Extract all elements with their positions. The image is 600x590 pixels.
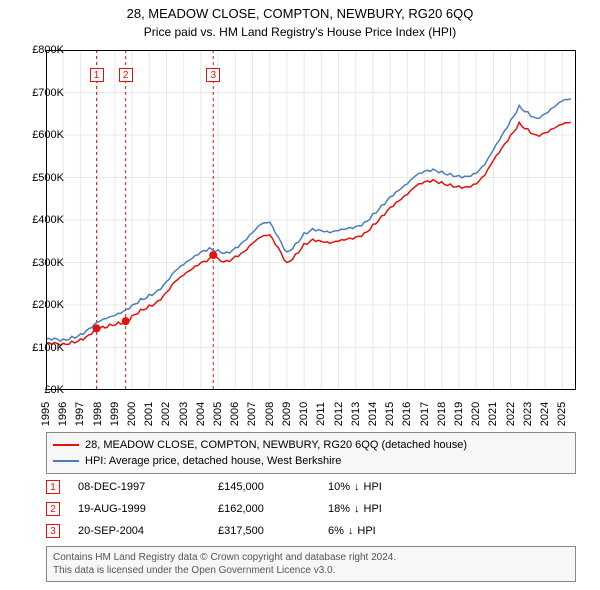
sale-diff-hpi-label: HPI <box>357 525 375 537</box>
sale-row: 1 08-DEC-1997£145,00010% ↓ HPI <box>46 476 576 498</box>
sale-diff: 6% ↓HPI <box>328 525 376 537</box>
xtick-label: 2025 <box>556 402 568 426</box>
sale-marker-box: 2 <box>119 68 133 82</box>
legend-swatch-property <box>53 444 79 446</box>
sale-marker-box: 1 <box>46 480 60 494</box>
xtick-label: 2000 <box>126 402 138 426</box>
xtick-label: 2011 <box>315 402 327 426</box>
xtick-label: 2008 <box>264 402 276 426</box>
xtick-label: 1998 <box>92 402 104 426</box>
chart-subtitle: Price paid vs. HM Land Registry's House … <box>0 25 600 39</box>
sale-diff-pct: 6% <box>328 525 344 537</box>
xtick-label: 2018 <box>436 402 448 426</box>
sale-marker-box: 3 <box>46 524 60 538</box>
sale-diff-pct: 10% <box>328 481 350 493</box>
xtick-label: 2023 <box>522 402 534 426</box>
sale-diff: 18% ↓ HPI <box>328 503 382 515</box>
ytick-label: £400K <box>20 214 64 226</box>
xtick-label: 2004 <box>195 402 207 426</box>
ytick-label: £500K <box>20 172 64 184</box>
ytick-label: £800K <box>20 44 64 56</box>
xtick-label: 1995 <box>40 402 52 426</box>
xtick-label: 2012 <box>333 402 345 426</box>
sale-price: £145,000 <box>218 481 328 493</box>
xtick-label: 2019 <box>453 402 465 426</box>
legend-label-property: 28, MEADOW CLOSE, COMPTON, NEWBURY, RG20… <box>85 439 467 451</box>
xtick-label: 1997 <box>74 402 86 426</box>
xtick-label: 1996 <box>57 402 69 426</box>
xtick-label: 2014 <box>367 402 379 426</box>
xtick-label: 2013 <box>350 402 362 426</box>
legend-swatch-hpi <box>53 460 79 462</box>
xtick-label: 2015 <box>384 402 396 426</box>
legend-item-property: 28, MEADOW CLOSE, COMPTON, NEWBURY, RG20… <box>53 437 569 453</box>
arrow-down-icon: ↓ <box>348 525 354 537</box>
titles: 28, MEADOW CLOSE, COMPTON, NEWBURY, RG20… <box>0 0 600 39</box>
page: 28, MEADOW CLOSE, COMPTON, NEWBURY, RG20… <box>0 0 600 590</box>
xtick-label: 2001 <box>143 402 155 426</box>
xtick-label: 2010 <box>298 402 310 426</box>
ytick-label: £700K <box>20 87 64 99</box>
sales-table: 108-DEC-1997£145,00010%↓HPI219-AUG-1999£… <box>46 476 576 542</box>
xtick-label: 1999 <box>109 402 121 426</box>
xtick-label: 2021 <box>487 402 499 426</box>
sale-marker-box: 2 <box>46 502 60 516</box>
ytick-label: £300K <box>20 257 64 269</box>
sale-date: 20-SEP-2004 <box>78 525 218 537</box>
sale-price: £317,500 <box>218 525 328 537</box>
sale-diff: 10% ↓ HPI <box>328 481 382 493</box>
xtick-label: 2003 <box>178 402 190 426</box>
ytick-label: £0K <box>20 384 64 396</box>
xtick-label: 2022 <box>505 402 517 426</box>
xtick-label: 2002 <box>160 402 172 426</box>
chart-title-address: 28, MEADOW CLOSE, COMPTON, NEWBURY, RG20… <box>0 6 600 21</box>
xtick-label: 2005 <box>212 402 224 426</box>
legend: 28, MEADOW CLOSE, COMPTON, NEWBURY, RG20… <box>46 432 576 474</box>
xtick-label: 2009 <box>281 402 293 426</box>
xtick-label: 2007 <box>246 402 258 426</box>
footer-attribution: Contains HM Land Registry data © Crown c… <box>46 546 576 582</box>
xtick-label: 2016 <box>401 402 413 426</box>
price-chart <box>46 50 576 390</box>
xtick-label: 2006 <box>229 402 241 426</box>
sale-marker-box: 3 <box>206 68 220 82</box>
xtick-label: 2020 <box>470 402 482 426</box>
sale-marker-box: 1 <box>90 68 104 82</box>
footer-line1: Contains HM Land Registry data © Crown c… <box>53 551 569 564</box>
sale-diff-hpi-label: HPI <box>364 503 382 515</box>
ytick-label: £200K <box>20 299 64 311</box>
sale-row: 3 20-SEP-2004£317,5006% ↓HPI <box>46 520 576 542</box>
arrow-down-icon: ↓ <box>354 503 360 515</box>
ytick-label: £100K <box>20 342 64 354</box>
xtick-label: 2017 <box>419 402 431 426</box>
sale-diff-pct: 18% <box>328 503 350 515</box>
sale-date: 08-DEC-1997 <box>78 481 218 493</box>
sale-date: 19-AUG-1999 <box>78 503 218 515</box>
chart-area <box>46 50 576 390</box>
sale-price: £162,000 <box>218 503 328 515</box>
sale-row: 2 19-AUG-1999£162,00018% ↓ HPI <box>46 498 576 520</box>
ytick-label: £600K <box>20 129 64 141</box>
sale-diff-hpi-label: HPI <box>364 481 382 493</box>
xtick-label: 2024 <box>539 402 551 426</box>
arrow-down-icon: ↓ <box>354 481 360 493</box>
legend-item-hpi: HPI: Average price, detached house, West… <box>53 453 569 469</box>
footer-line2: This data is licensed under the Open Gov… <box>53 564 569 577</box>
legend-label-hpi: HPI: Average price, detached house, West… <box>85 455 341 467</box>
